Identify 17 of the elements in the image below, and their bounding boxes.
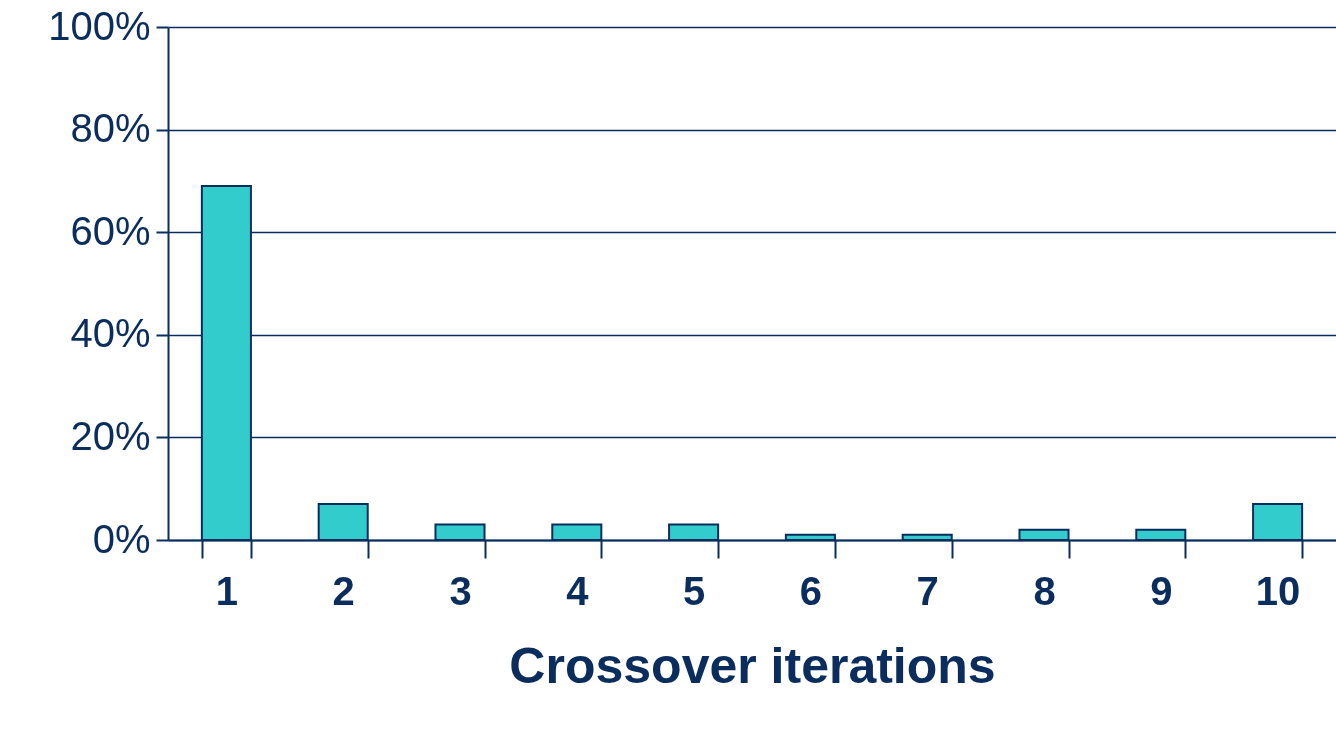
y-tick-label: 80% [70, 106, 151, 151]
x-tick-label: 5 [682, 568, 706, 613]
x-tick-label: 6 [799, 568, 823, 613]
x-tick-label: 10 [1255, 568, 1301, 613]
y-tick-label: 40% [70, 311, 151, 356]
x-tick-label: 2 [332, 568, 355, 613]
x-tick-label: 3 [449, 568, 472, 613]
y-tick-label: 0% [92, 516, 151, 561]
x-tick-label: 8 [1033, 568, 1056, 613]
x-axis-title: Crossover iterations [509, 637, 996, 694]
y-tick-label: 60% [70, 208, 151, 253]
y-tick-label: 20% [70, 413, 151, 458]
x-tick-label: 1 [215, 568, 239, 613]
x-tick-label: 9 [1150, 568, 1173, 613]
y-tick-label: 100% [48, 3, 151, 48]
x-tick-label: 7 [916, 568, 939, 613]
x-tick-label: 4 [566, 568, 590, 613]
